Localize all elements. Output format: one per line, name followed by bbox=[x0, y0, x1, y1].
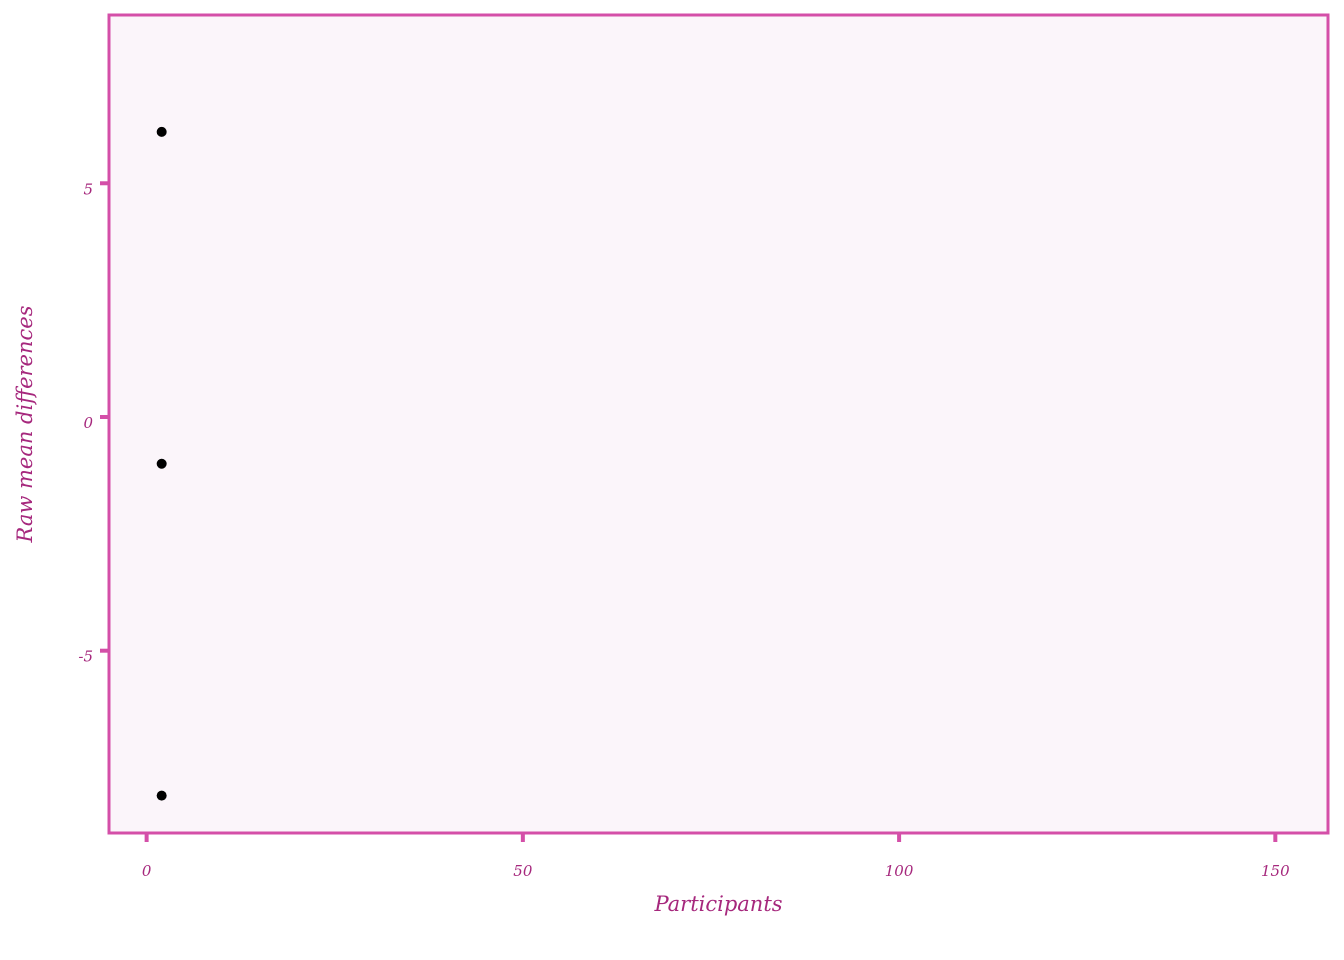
y-tick-label: -5 bbox=[78, 648, 93, 666]
y-tick-label: 5 bbox=[83, 180, 93, 198]
data-point bbox=[156, 458, 167, 469]
y-tick-label: 0 bbox=[83, 414, 93, 432]
data-points bbox=[156, 126, 167, 801]
x-tick-label: 50 bbox=[513, 862, 533, 880]
data-point bbox=[156, 126, 167, 137]
x-axis: 0 50 100 150 bbox=[142, 833, 1290, 880]
x-tick-label: 100 bbox=[885, 862, 914, 880]
plot-panel bbox=[107, 13, 1330, 835]
y-axis-title: Raw mean differences bbox=[13, 305, 37, 543]
data-point bbox=[156, 790, 167, 801]
y-axis: -5 0 5 bbox=[78, 180, 109, 666]
x-tick-label: 150 bbox=[1261, 862, 1290, 880]
x-axis-title: Participants bbox=[653, 892, 782, 916]
x-tick-label: 0 bbox=[142, 862, 152, 880]
